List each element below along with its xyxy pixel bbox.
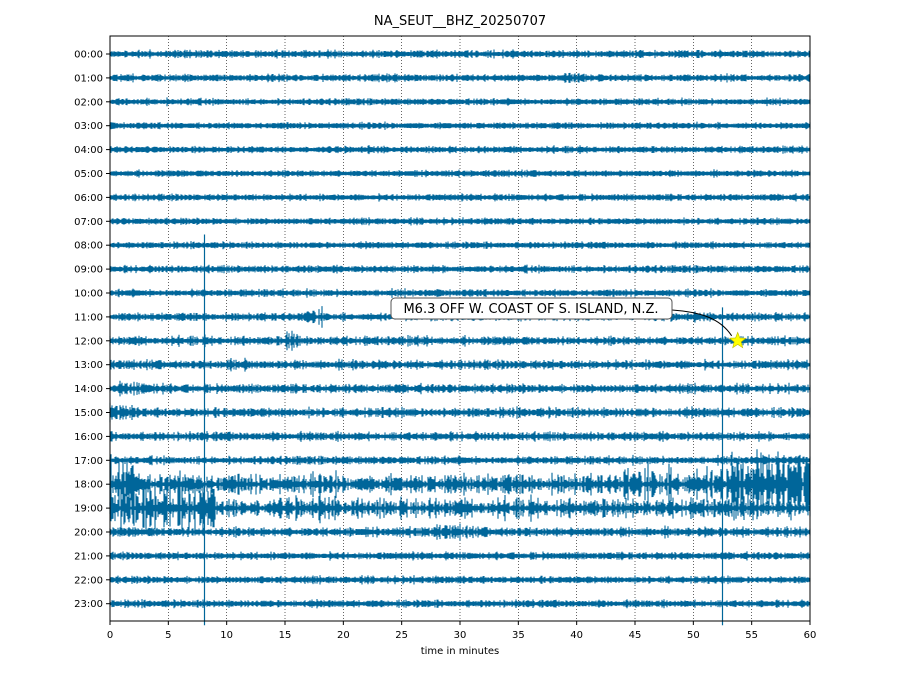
- y-tick-label: 21:00: [74, 551, 103, 562]
- y-tick-label: 04:00: [74, 145, 103, 156]
- y-tick-label: 07:00: [74, 217, 103, 228]
- y-tick-label: 11:00: [74, 312, 103, 323]
- y-tick-label: 13:00: [74, 360, 103, 371]
- y-tick-label: 00:00: [74, 50, 103, 61]
- x-axis-ticks: 0 5 10 15 20 25 30 35 40 45 50 55 60: [107, 621, 817, 641]
- y-tick-label: 15:00: [74, 408, 103, 419]
- x-tick-label: 35: [512, 630, 525, 641]
- x-tick-label: 55: [745, 630, 758, 641]
- y-tick-label: 22:00: [74, 575, 103, 586]
- y-tick-label: 06:00: [74, 193, 103, 204]
- y-tick-label: 19:00: [74, 504, 103, 515]
- y-axis-ticks: 00:00 01:00 02:00 03:00 04:00 05:00 06:00 07:00…: [74, 50, 110, 610]
- y-tick-label: 10:00: [74, 289, 103, 300]
- y-tick-label: 17:00: [74, 456, 103, 467]
- y-tick-label: 20:00: [74, 528, 103, 539]
- spike-group: [203, 234, 724, 626]
- y-tick-label: 23:00: [74, 599, 103, 610]
- annotation-label: M6.3 OFF W. COAST OF S. ISLAND, N.Z.: [403, 302, 658, 317]
- x-tick-label: 15: [279, 630, 292, 641]
- y-tick-label: 02:00: [74, 97, 103, 108]
- y-tick-label: 03:00: [74, 121, 103, 132]
- x-tick-label: 60: [804, 630, 817, 641]
- x-tick-label: 45: [629, 630, 642, 641]
- y-tick-label: 18:00: [74, 480, 103, 491]
- y-tick-label: 16:00: [74, 432, 103, 443]
- x-tick-label: 0: [107, 630, 113, 641]
- x-tick-label: 5: [165, 630, 171, 641]
- x-tick-label: 10: [220, 630, 233, 641]
- y-tick-label: 09:00: [74, 265, 103, 276]
- y-tick-label: 08:00: [74, 241, 103, 252]
- x-tick-label: 40: [570, 630, 583, 641]
- x-tick-label: 30: [454, 630, 467, 641]
- annotation-arrow: [671, 309, 733, 337]
- event-annotation: M6.3 OFF W. COAST OF S. ISLAND, N.Z.: [390, 297, 747, 349]
- x-tick-label: 25: [395, 630, 408, 641]
- y-tick-label: 05:00: [74, 169, 103, 180]
- x-tick-label: 20: [337, 630, 350, 641]
- annotation-box: [390, 297, 673, 320]
- y-tick-label: 01:00: [74, 73, 103, 84]
- x-axis-label: time in minutes: [421, 646, 500, 657]
- y-tick-label: 12:00: [74, 336, 103, 347]
- event-star-icon: [728, 331, 747, 349]
- chart-title: NA_SEUT__BHZ_20250707: [374, 14, 546, 29]
- y-tick-label: 14:00: [74, 384, 103, 395]
- x-tick-label: 50: [687, 630, 700, 641]
